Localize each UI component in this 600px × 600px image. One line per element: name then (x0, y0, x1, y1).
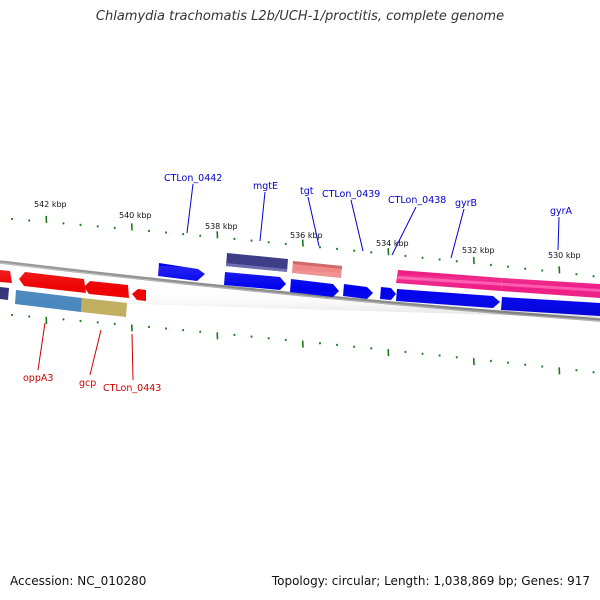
gene-label-ctlon-0443[interactable]: CTLon_0443 (103, 383, 161, 394)
gene-label-gyrb[interactable]: gyrB (455, 198, 477, 209)
accession-label: Accession: NC_010280 (10, 574, 147, 588)
gene-label-ctlon-0439[interactable]: CTLon_0439 (322, 189, 380, 200)
leader-line (557, 216, 560, 251)
gene-label-tgt[interactable]: tgt (300, 186, 314, 197)
scale-label: 534 kbp (376, 239, 409, 248)
leader-line (186, 183, 194, 234)
scale-label: 542 kbp (34, 200, 67, 209)
scale-label: 536 kbp (290, 231, 323, 240)
leader-line (89, 329, 102, 376)
gene-block-lower[interactable] (226, 263, 287, 272)
scale-label: 532 kbp (462, 246, 495, 255)
inner-tick-marks (11, 313, 595, 375)
gene-label-ctlon-0438[interactable]: CTLon_0438 (388, 195, 446, 206)
gene-label-mgte[interactable]: mgtE (253, 181, 278, 192)
feature-gloss (0, 260, 600, 318)
map-title: Chlamydia trachomatis L2b/UCH-1/proctiti… (95, 9, 505, 24)
leader-line (350, 199, 364, 252)
scale-label: 538 kbp (205, 222, 238, 231)
leader-line (450, 208, 465, 259)
scale-label: 540 kbp (119, 211, 152, 220)
gene-label-oppa3[interactable]: oppA3 (23, 373, 53, 384)
leader-line (307, 196, 320, 247)
leader-line (37, 322, 46, 371)
gene-label-ctlon-0442[interactable]: CTLon_0442 (164, 173, 222, 184)
gene-label-gcp[interactable]: gcp (79, 378, 96, 389)
gene-label-gyra[interactable]: gyrA (550, 206, 573, 217)
reverse-gene-labels: oppA3 gcp CTLon_0443 (23, 322, 161, 394)
leader-line (391, 206, 417, 256)
gene-block-stripe[interactable] (293, 261, 342, 269)
outer-tick-marks (11, 215, 595, 278)
genome-info-label: Topology: circular; Length: 1,038,869 bp… (271, 574, 590, 588)
leader-line (131, 333, 134, 381)
forward-gene-labels: CTLon_0442 mgtE tgt CTLon_0439 CTLon_043… (164, 173, 573, 259)
scale-label: 530 kbp (548, 251, 581, 260)
leader-line (259, 191, 266, 242)
